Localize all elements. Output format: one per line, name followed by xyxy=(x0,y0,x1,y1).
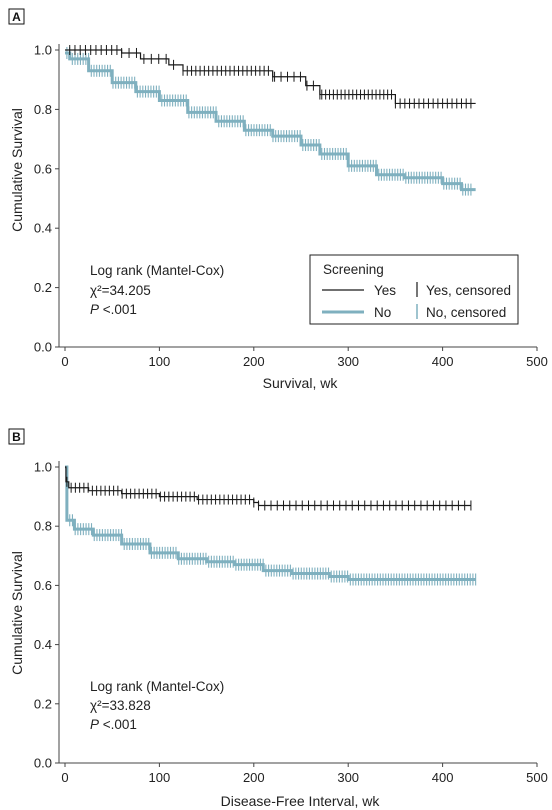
panel-a-y-ticks: 0.0 0.2 0.4 0.6 0.8 1.0 xyxy=(34,43,59,355)
panel-a-series-yes xyxy=(65,45,476,109)
panel-a-x-tick-label: 200 xyxy=(243,354,265,369)
legend-no-label: No xyxy=(374,305,391,320)
panel-a-x-axis-title: Survival, wk xyxy=(263,375,339,391)
panel-b-x-axis-title: Disease-Free Interval, wk xyxy=(221,793,381,809)
panel-a-chi-square: χ²=34.205 xyxy=(90,283,151,298)
panel-a-x-tick-label: 500 xyxy=(526,354,548,369)
panel-b-y-tick-label: 1.0 xyxy=(34,460,52,475)
panel-b-p-number: <.001 xyxy=(99,717,137,732)
panel-b-p-symbol: P xyxy=(90,717,99,732)
panel-a-curves xyxy=(65,45,476,196)
panel-b-x-tick-label: 300 xyxy=(337,770,359,785)
panel-a-y-tick-label: 0.0 xyxy=(34,340,52,355)
panel-b-x-tick-label: 0 xyxy=(61,770,68,785)
panel-b-series-no-curve xyxy=(65,465,476,581)
panel-b-y-tick-label: 0.0 xyxy=(34,756,52,771)
panel-a-y-tick-label: 1.0 xyxy=(34,43,52,58)
panel-a-label: A xyxy=(12,10,21,24)
panel-b-label-box xyxy=(8,428,25,445)
legend: Screening Yes Yes, censored No No, censo… xyxy=(309,254,519,325)
panel-b-y-tick-label: 0.6 xyxy=(34,578,52,593)
panel-a: A 0.0 0.2 0.4 0.6 0.8 1.0 0 100 200 300 400 500 Cu… xyxy=(8,8,548,391)
panel-b-series-no xyxy=(65,465,477,586)
legend-yes-censored-label: Yes, censored xyxy=(426,283,511,298)
panel-a-annotation: Log rank (Mantel-Cox) χ²=34.205 P <.001 xyxy=(90,263,224,317)
panel-b-y-tick-label: 0.2 xyxy=(34,696,52,711)
panel-b-series-yes xyxy=(65,466,472,511)
panel-b-x-tick-label: 100 xyxy=(149,770,171,785)
panel-a-y-tick-label: 0.6 xyxy=(34,161,52,176)
panel-b-p-value: P <.001 xyxy=(90,717,137,732)
panel-a-x-tick-label: 0 xyxy=(61,354,68,369)
panel-b: B 0.0 0.2 0.4 0.6 0.8 1.0 0 100 200 300 400 500 Cu… xyxy=(8,428,548,809)
panel-a-y-tick-label: 0.2 xyxy=(34,280,52,295)
panel-b-x-ticks: 0 100 200 300 400 500 xyxy=(61,763,548,785)
panel-a-p-number: <.001 xyxy=(99,302,137,317)
panel-a-label-box xyxy=(8,8,25,25)
panel-b-chi-square: χ²=33.828 xyxy=(90,698,151,713)
panel-a-series-yes-curve xyxy=(65,49,476,105)
panel-b-y-tick-label: 0.8 xyxy=(34,519,52,534)
panel-a-p-value: P <.001 xyxy=(90,302,137,317)
panel-b-series-yes-curve xyxy=(65,466,471,507)
panel-b-x-tick-label: 400 xyxy=(432,770,454,785)
panel-a-x-tick-label: 300 xyxy=(337,354,359,369)
panel-b-y-ticks: 0.0 0.2 0.4 0.6 0.8 1.0 xyxy=(34,460,59,771)
panel-b-curves xyxy=(65,465,477,586)
panel-b-y-axis-title: Cumulative Survival xyxy=(9,551,25,675)
panel-a-y-tick-label: 0.8 xyxy=(34,102,52,117)
panel-b-x-tick-label: 500 xyxy=(526,770,548,785)
legend-title: Screening xyxy=(323,262,384,277)
panel-a-y-axis-title: Cumulative Survival xyxy=(9,108,25,232)
panel-a-series-no xyxy=(65,46,476,196)
panel-a-test-name: Log rank (Mantel-Cox) xyxy=(90,263,224,278)
panel-b-x-tick-label: 200 xyxy=(243,770,265,785)
legend-no-censored-label: No, censored xyxy=(426,305,506,320)
panel-b-test-name: Log rank (Mantel-Cox) xyxy=(90,679,224,694)
panel-a-x-tick-label: 400 xyxy=(432,354,454,369)
panel-a-series-no-curve xyxy=(65,51,476,192)
panel-b-y-tick-label: 0.4 xyxy=(34,637,52,652)
panel-a-x-ticks: 0 100 200 300 400 500 xyxy=(61,347,548,369)
panel-a-p-symbol: P xyxy=(90,302,99,317)
panel-b-annotation: Log rank (Mantel-Cox) χ²=33.828 P <.001 xyxy=(90,679,224,732)
legend-yes-label: Yes xyxy=(374,283,396,298)
panel-a-x-tick-label: 100 xyxy=(149,354,171,369)
panel-a-y-tick-label: 0.4 xyxy=(34,221,52,236)
panel-b-label: B xyxy=(12,430,21,444)
